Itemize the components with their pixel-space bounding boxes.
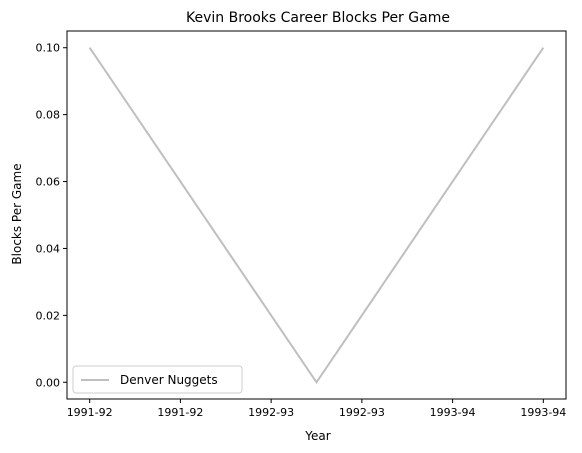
series-line xyxy=(88,47,545,385)
y-tick-label: 0.00 xyxy=(36,376,61,389)
legend-label: Denver Nuggets xyxy=(120,373,218,387)
y-tick-label: 0.02 xyxy=(36,309,61,322)
legend: Denver Nuggets xyxy=(72,365,243,394)
y-tick-label: 0.08 xyxy=(36,109,61,122)
x-tick-label: 1993-94 xyxy=(430,406,476,419)
legend-box xyxy=(72,365,243,394)
x-tick-label: 1992-93 xyxy=(339,406,385,419)
y-tick-label: 0.04 xyxy=(36,242,61,255)
plot-area: 0.00 0.02 0.04 0.06 0.08 0.10 1991-92 1991-92 19… xyxy=(36,30,567,419)
x-tick-label: 1991-92 xyxy=(157,406,203,419)
axes-frame xyxy=(66,30,567,400)
x-axis-label: Year xyxy=(304,429,330,443)
y-tick-label: 0.06 xyxy=(36,176,61,189)
y-tick-label: 0.10 xyxy=(36,42,61,55)
x-tick-label: 1991-92 xyxy=(67,406,113,419)
chart-title: Kevin Brooks Career Blocks Per Game xyxy=(186,10,450,26)
x-tick-label: 1992-93 xyxy=(248,406,294,419)
x-tick-label: 1993-94 xyxy=(520,406,566,419)
y-axis-label: Blocks Per Game xyxy=(10,163,24,264)
